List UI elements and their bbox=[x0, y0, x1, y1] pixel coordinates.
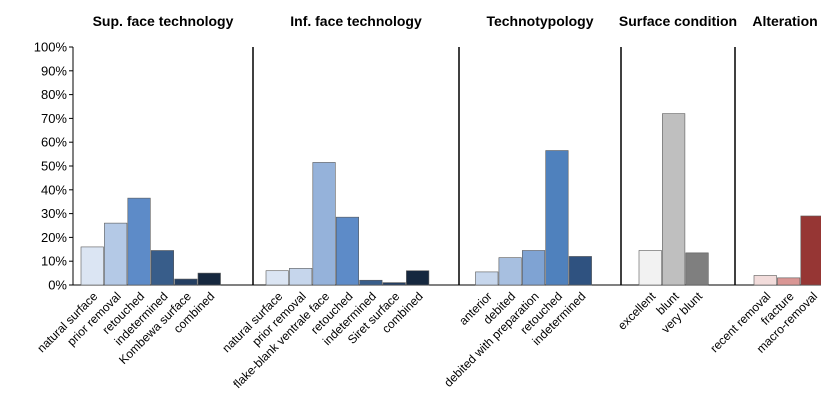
bar bbox=[312, 162, 336, 286]
y-tick-label: 100% bbox=[34, 40, 68, 55]
bar bbox=[568, 256, 592, 286]
bar bbox=[800, 215, 821, 286]
y-tick-label: 50% bbox=[41, 159, 67, 174]
bar bbox=[127, 197, 151, 286]
y-tick-label: 60% bbox=[41, 135, 67, 150]
y-tick-label: 10% bbox=[41, 254, 67, 269]
bar bbox=[197, 272, 221, 286]
panel-title: Sup. face technology bbox=[93, 13, 234, 29]
y-tick-label: 20% bbox=[41, 230, 67, 245]
bar bbox=[475, 271, 499, 286]
y-tick-label: 40% bbox=[41, 182, 67, 197]
panel-title: Alteration bbox=[752, 13, 817, 29]
bar bbox=[638, 250, 662, 286]
y-tick-label: 70% bbox=[41, 111, 67, 126]
bar bbox=[753, 275, 777, 286]
bar bbox=[545, 150, 569, 286]
bar bbox=[335, 216, 360, 286]
y-tick-label: 0% bbox=[48, 278, 67, 293]
bar bbox=[662, 113, 686, 286]
bar bbox=[521, 250, 546, 286]
bar bbox=[289, 268, 313, 286]
y-tick-label: 90% bbox=[41, 63, 67, 78]
bar bbox=[174, 278, 198, 286]
x-tick-label: flake-blank ventrale face bbox=[230, 289, 332, 391]
panel-title: Inf. face technology bbox=[290, 13, 422, 29]
bar bbox=[382, 282, 406, 286]
bar bbox=[150, 250, 174, 286]
bar bbox=[498, 257, 522, 286]
bar bbox=[104, 222, 128, 286]
panel-title: Technotypology bbox=[486, 13, 593, 29]
x-tick-label: excellent bbox=[615, 289, 659, 333]
bar bbox=[265, 270, 289, 286]
bar bbox=[406, 270, 430, 286]
x-tick-label: debited with preparation bbox=[441, 289, 541, 389]
bar bbox=[777, 277, 801, 286]
y-tick-label: 80% bbox=[41, 87, 67, 102]
y-tick-label: 30% bbox=[41, 206, 67, 221]
panel-title: Surface condition bbox=[619, 13, 737, 29]
bar bbox=[80, 246, 104, 286]
bar bbox=[685, 252, 709, 286]
bar bbox=[359, 279, 383, 286]
